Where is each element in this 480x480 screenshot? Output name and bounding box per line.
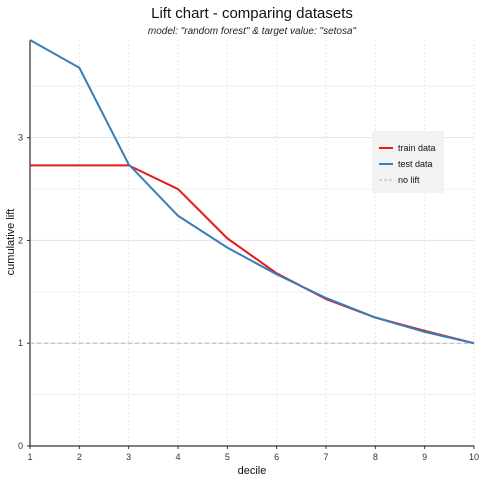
legend-label: train data <box>398 143 436 153</box>
x-tick-label: 10 <box>469 452 479 462</box>
legend: train data test data no lift <box>372 131 444 193</box>
x-tick-label: 1 <box>27 452 32 462</box>
legend-label: test data <box>398 159 433 169</box>
y-tick-label: 0 <box>18 441 23 451</box>
x-tick-label: 4 <box>175 452 180 462</box>
y-axis-label: cumulative lift <box>5 209 17 276</box>
series-line-test-data <box>29 39 475 345</box>
y-tick-label: 1 <box>18 338 23 348</box>
x-tick-label: 2 <box>77 452 82 462</box>
x-tick-label: 8 <box>373 452 378 462</box>
x-tick-label: 6 <box>274 452 279 462</box>
y-tick-label: 2 <box>18 235 23 245</box>
legend-box <box>372 131 444 193</box>
x-tick-label: 9 <box>422 452 427 462</box>
chart-subtitle: model: "random forest" & target value: "… <box>148 26 357 37</box>
x-axis-label: decile <box>238 465 267 477</box>
y-tick-label: 3 <box>18 133 23 143</box>
legend-label: no lift <box>398 175 420 185</box>
series-lines <box>29 39 475 345</box>
x-tick-labels: 1 2 3 4 5 6 7 8 9 10 <box>27 446 479 462</box>
x-tick-label: 3 <box>126 452 131 462</box>
x-tick-label: 5 <box>225 452 230 462</box>
axes <box>29 40 474 447</box>
y-tick-labels: 0 1 2 3 <box>18 133 30 451</box>
chart-title: Lift chart - comparing datasets <box>151 5 353 22</box>
x-tick-label: 7 <box>323 452 328 462</box>
